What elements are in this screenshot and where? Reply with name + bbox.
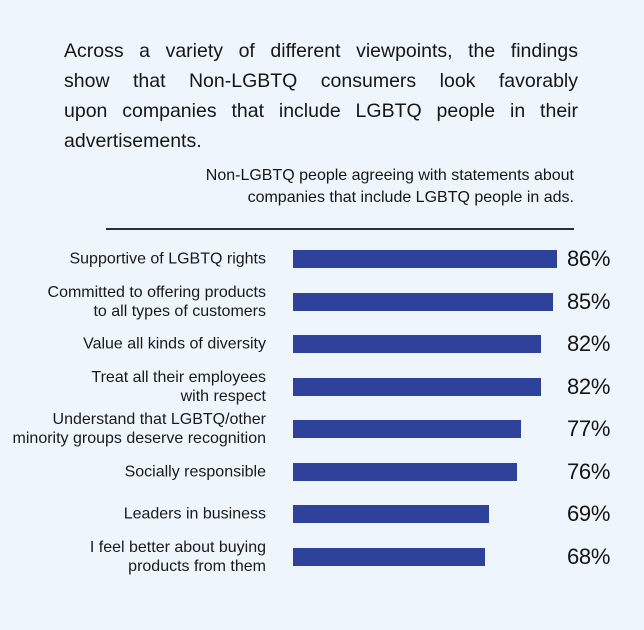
bar xyxy=(293,420,521,439)
bar-category-label: Understand that LGBTQ/other minority gro… xyxy=(12,411,266,448)
bar xyxy=(293,377,541,396)
bar xyxy=(293,462,517,481)
bar-category-label: Committed to offering products to all ty… xyxy=(47,283,266,320)
bar-value-label: 68% xyxy=(567,543,611,569)
intro-line: advertisements. xyxy=(64,130,202,152)
intro-line: Across a variety of different viewpoints… xyxy=(64,40,578,62)
bar xyxy=(293,292,553,311)
bar-value-label: 82% xyxy=(567,331,611,357)
bar-category-label: Leaders in business xyxy=(123,505,266,523)
bar-value-label: 69% xyxy=(567,501,611,527)
bar-value-label: 86% xyxy=(567,246,611,272)
divider-line xyxy=(106,228,574,230)
chart-row: Leaders in business 69% xyxy=(0,493,644,536)
bar xyxy=(293,505,489,524)
intro-paragraph: Across a variety of different viewpoints… xyxy=(64,36,578,156)
chart-row: Value all kinds of diversity 82% xyxy=(0,323,644,366)
intro-line: upon companies that include LGBTQ people… xyxy=(64,100,578,122)
bar-value-label: 85% xyxy=(567,288,611,314)
bar xyxy=(293,547,485,566)
chart-row: I feel better about buying products from… xyxy=(0,536,644,579)
bar-value-label: 76% xyxy=(567,458,611,484)
bar-category-label: I feel better about buying products from… xyxy=(89,538,266,575)
bar-category-label: Treat all their employees with respect xyxy=(91,368,266,405)
bar-value-label: 77% xyxy=(567,416,611,442)
bar xyxy=(293,250,557,269)
chart-row: Committed to offering products to all ty… xyxy=(0,281,644,324)
chart-row: Understand that LGBTQ/other minority gro… xyxy=(0,408,644,451)
chart-title: Non-LGBTQ people agreeing with statement… xyxy=(205,167,574,206)
bar-chart: Supportive of LGBTQ rights 86% Committed t… xyxy=(0,238,644,578)
chart-row: Treat all their employees with respect 82… xyxy=(0,366,644,409)
intro-line: show that Non-LGBTQ consumers look favor… xyxy=(64,70,578,92)
bar-category-label: Supportive of LGBTQ rights xyxy=(69,250,266,268)
bar xyxy=(293,335,541,354)
bar-category-label: Value all kinds of diversity xyxy=(83,335,266,353)
chart-row: Socially responsible 76% xyxy=(0,451,644,494)
bar-value-label: 82% xyxy=(567,373,611,399)
chart-row: Supportive of LGBTQ rights 86% xyxy=(0,238,644,281)
bar-category-label: Socially responsible xyxy=(124,463,266,481)
